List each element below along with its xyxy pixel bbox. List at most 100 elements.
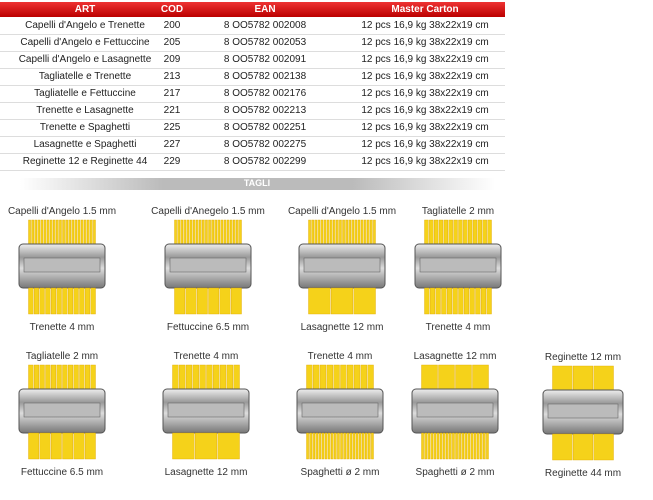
pasta-strip bbox=[74, 219, 78, 247]
pasta-strip bbox=[186, 219, 190, 247]
pasta-strip bbox=[233, 219, 236, 247]
table-cell: Capelli d'Angelo e Trenette bbox=[25, 20, 145, 31]
pasta-strip bbox=[446, 432, 449, 460]
pasta-strip bbox=[337, 432, 340, 460]
pasta-strip bbox=[427, 432, 430, 460]
pasta-strip bbox=[347, 364, 354, 392]
pasta-strip bbox=[424, 287, 430, 315]
pasta-strip bbox=[452, 287, 458, 315]
pasta-strip bbox=[552, 433, 573, 461]
pasta-strip bbox=[208, 287, 220, 315]
pasta-strip bbox=[572, 433, 594, 461]
pasta-strip bbox=[469, 287, 475, 315]
pasta-strip bbox=[37, 219, 41, 247]
table-cell: Reginette 12 e Reginette 44 bbox=[22, 156, 148, 167]
pasta-strip bbox=[470, 432, 474, 460]
pasta-strip bbox=[473, 432, 477, 460]
table-cell: Trenette e Lasagnette bbox=[36, 105, 134, 116]
pasta-strip bbox=[552, 365, 573, 393]
table-cell: 12 pcs 16,9 kg 38x22x19 cm bbox=[361, 139, 489, 150]
table-cell: 8 OO5782 002213 bbox=[223, 105, 307, 116]
table-row bbox=[0, 51, 505, 69]
pasta-strip bbox=[33, 287, 40, 315]
pasta-strip bbox=[40, 219, 44, 247]
pasta-strip bbox=[336, 219, 339, 247]
table-cell: 8 OO5782 002008 bbox=[223, 20, 307, 31]
table-row bbox=[0, 119, 505, 137]
pasta-strip bbox=[45, 287, 51, 315]
pasta-strip bbox=[317, 219, 321, 247]
pasta-strip bbox=[306, 364, 313, 392]
pasta-strip bbox=[424, 432, 427, 460]
pasta-strip bbox=[475, 287, 481, 315]
pasta-strip bbox=[339, 219, 342, 247]
pasta-strip bbox=[67, 364, 74, 392]
cutter-bottom-label: Lasagnette 12 mm bbox=[164, 467, 248, 478]
pasta-strip bbox=[353, 364, 361, 392]
table-cell: 8 OO5782 002251 bbox=[223, 122, 307, 133]
cutter-top-label: Lasagnette 12 mm bbox=[413, 351, 497, 362]
pasta-strip bbox=[185, 364, 193, 392]
cutter-top-label: Tagliatelle 2 mm bbox=[421, 206, 495, 217]
pasta-strip bbox=[593, 433, 614, 461]
pasta-strip bbox=[443, 219, 448, 247]
pasta-strip bbox=[71, 219, 75, 247]
pasta-strip bbox=[93, 219, 96, 247]
table-cell: 12 pcs 16,9 kg 38x22x19 cm bbox=[361, 88, 489, 99]
pasta-strip bbox=[315, 432, 319, 460]
pasta-strip bbox=[28, 364, 34, 392]
table-cell: 8 OO5782 002176 bbox=[223, 88, 307, 99]
table-cell: 12 pcs 16,9 kg 38x22x19 cm bbox=[361, 105, 489, 116]
pasta-strip bbox=[463, 219, 468, 247]
table-row bbox=[0, 136, 505, 154]
pasta-strip bbox=[87, 219, 90, 247]
pasta-strip bbox=[219, 364, 227, 392]
cutter-top-label: Capelli d'Anegelo 1.5 mm bbox=[151, 206, 265, 217]
table-row bbox=[0, 85, 505, 103]
table-cell: Capelli d'Angelo e Lasagnette bbox=[18, 54, 152, 65]
cutter-top-label: Tagliatelle 2 mm bbox=[25, 351, 99, 362]
pasta-strip bbox=[327, 432, 331, 460]
pasta-strip bbox=[371, 432, 374, 460]
pasta-strip bbox=[199, 364, 206, 392]
pasta-strip bbox=[345, 219, 348, 247]
pasta-strip bbox=[361, 432, 365, 460]
pasta-strip bbox=[319, 364, 327, 392]
pasta-strip bbox=[233, 364, 240, 392]
pasta-strip bbox=[448, 219, 453, 247]
pasta-strip bbox=[430, 432, 434, 460]
pasta-strip bbox=[217, 432, 240, 460]
table-cell: Capelli d'Angelo e Fettuccine bbox=[20, 37, 150, 48]
pasta-strip bbox=[83, 219, 87, 247]
cutter-roller bbox=[547, 403, 619, 419]
table-cell: 12 pcs 16,9 kg 38x22x19 cm bbox=[361, 54, 489, 65]
pasta-strip bbox=[206, 364, 213, 392]
table-cell: 213 bbox=[163, 71, 181, 82]
pasta-strip bbox=[62, 364, 68, 392]
pasta-strip bbox=[349, 432, 353, 460]
pasta-strip bbox=[572, 365, 594, 393]
pasta-strip bbox=[62, 432, 74, 460]
pasta-strip bbox=[50, 432, 62, 460]
table-cell: 8 OO5782 002053 bbox=[223, 37, 307, 48]
pasta-strip bbox=[367, 364, 374, 392]
pasta-strip bbox=[180, 219, 183, 247]
pasta-strip bbox=[487, 219, 492, 247]
cutter-bottom-label: Spaghetti ø 2 mm bbox=[415, 467, 495, 478]
pasta-strip bbox=[342, 219, 345, 247]
table-cell: 225 bbox=[163, 122, 181, 133]
pasta-strip bbox=[189, 219, 193, 247]
cutter-bottom-label: Trenette 4 mm bbox=[425, 322, 491, 333]
cutter-top-label: Trenette 4 mm bbox=[173, 351, 239, 362]
pasta-strip bbox=[219, 287, 231, 315]
pasta-strip bbox=[174, 287, 186, 315]
pasta-strip bbox=[442, 432, 446, 460]
pasta-strip bbox=[355, 432, 359, 460]
cutter-top-label: Capelli d'Angelo 1.5 mm bbox=[287, 206, 397, 217]
pasta-strip bbox=[67, 287, 74, 315]
pasta-strip bbox=[435, 287, 441, 315]
cutter-roller bbox=[416, 402, 494, 418]
pasta-strip bbox=[84, 364, 91, 392]
table-cell: 12 pcs 16,9 kg 38x22x19 cm bbox=[361, 37, 489, 48]
pasta-strip bbox=[439, 432, 443, 460]
